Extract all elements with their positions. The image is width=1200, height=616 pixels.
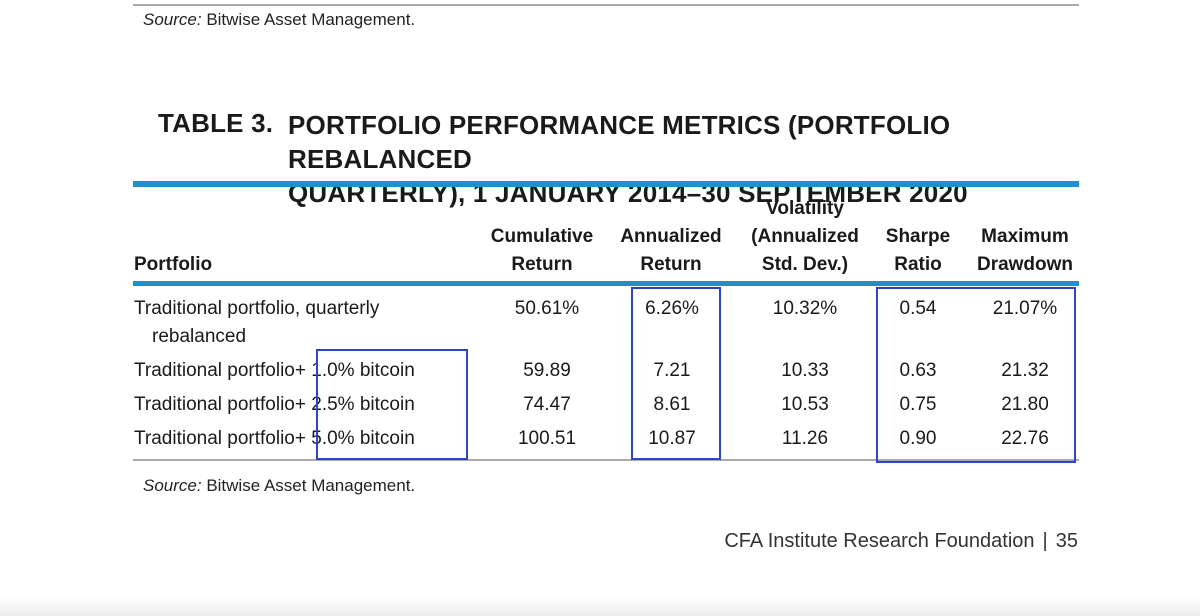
top-divider xyxy=(133,4,1079,6)
bitcoin-allocation-highlight-box xyxy=(316,349,468,460)
page-edge-shadow xyxy=(0,596,1200,616)
source-note-top: Source: Bitwise Asset Management. xyxy=(143,10,415,30)
footer-publisher: CFA Institute Research Foundation xyxy=(724,530,1035,552)
table-row-2-sharpe: 0.63 xyxy=(899,360,937,381)
page-footer: CFA Institute Research Foundation | 35 xyxy=(724,530,1078,553)
table-row-3-sharpe: 0.75 xyxy=(899,394,937,415)
table-title-line1: PORTFOLIO PERFORMANCE METRICS (PORTFOLIO… xyxy=(288,110,951,174)
source-note-bottom: Source: Bitwise Asset Management. xyxy=(143,476,415,496)
table-row-3-volatility: 10.53 xyxy=(781,394,829,415)
table-row-4-cumulative: 100.51 xyxy=(517,428,577,449)
source-label: Source: xyxy=(143,476,202,495)
table-number: TABLE 3. xyxy=(158,108,274,138)
sharpe-drawdown-highlight-box xyxy=(876,287,1076,463)
table-title: PORTFOLIO PERFORMANCE METRICS (PORTFOLIO… xyxy=(288,108,1068,210)
table-row-2-volatility: 10.33 xyxy=(781,360,829,381)
table-row-2-cumulative: 59.89 xyxy=(523,360,571,381)
table-row-4-drawdown: 22.76 xyxy=(1001,428,1049,449)
table-row-1-volatility: 10.32% xyxy=(772,298,838,319)
header-portfolio: Portfolio xyxy=(134,254,213,275)
table-row-3-cumulative: 74.47 xyxy=(523,394,571,415)
table-row-2-annualized: 7.21 xyxy=(653,360,691,381)
header-sharpe-ratio: Sharpe Ratio xyxy=(885,226,951,275)
table-row-4-volatility: 11.26 xyxy=(781,428,829,449)
source-text: Bitwise Asset Management. xyxy=(201,10,416,29)
source-text: Bitwise Asset Management. xyxy=(201,476,416,495)
table-bottom-rule xyxy=(133,459,1079,461)
annualized-return-highlight-box xyxy=(631,287,721,460)
header-maximum-drawdown: Maximum Drawdown xyxy=(976,226,1074,275)
header-top-rule xyxy=(133,181,1079,187)
table-row-1-portfolio: Traditional portfolio, quarterly rebalan… xyxy=(134,298,380,347)
table-row-3-drawdown: 21.80 xyxy=(1001,394,1049,415)
table-row-2-drawdown: 21.32 xyxy=(1001,360,1049,381)
table-row-2-portfolio: Traditional portfolio+ 1.0% bitcoin xyxy=(134,360,415,381)
table-row-4-annualized: 10.87 xyxy=(648,428,696,449)
table-row-3-portfolio: Traditional portfolio+ 2.5% bitcoin xyxy=(134,394,415,415)
header-cumulative-return: Cumulative Return xyxy=(490,226,594,275)
footer-separator: | xyxy=(1042,530,1048,552)
table-row-3-annualized: 8.61 xyxy=(653,394,691,415)
table-row-4-sharpe: 0.90 xyxy=(899,428,937,449)
table-row-1-cumulative: 50.61% xyxy=(514,298,580,319)
table-row-1-sharpe: 0.54 xyxy=(899,298,937,319)
header-annualized-return: Annualized Return xyxy=(620,226,722,275)
header-bottom-rule xyxy=(133,281,1079,286)
source-label: Source: xyxy=(143,10,202,29)
table-row-1-drawdown: 21.07% xyxy=(992,298,1058,319)
table-row-1-annualized: 6.26% xyxy=(645,298,699,319)
header-volatility: Volatility (Annualized Std. Dev.) xyxy=(751,198,859,275)
page-number: 35 xyxy=(1055,530,1078,552)
table-row-4-portfolio: Traditional portfolio+ 5.0% bitcoin xyxy=(134,428,415,449)
